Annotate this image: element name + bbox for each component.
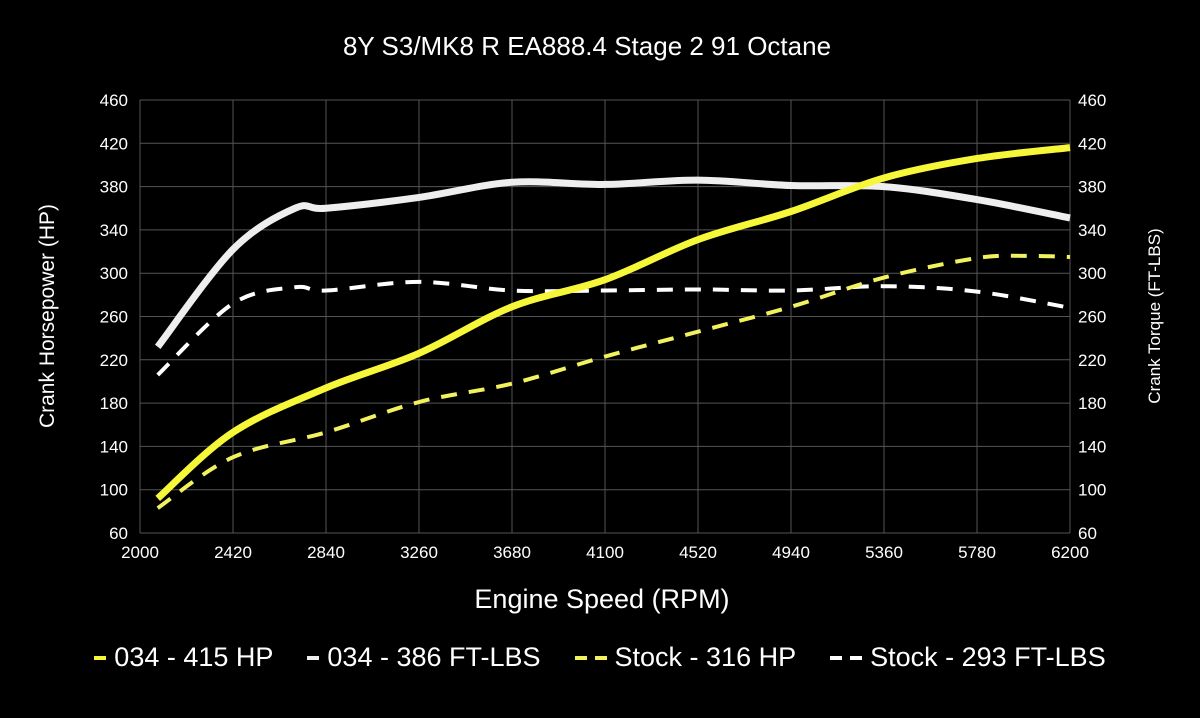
y-tick-label: 380	[100, 178, 128, 197]
legend-item: Stock - 316 HP	[574, 642, 797, 673]
x-tick-label: 2840	[307, 543, 345, 562]
y2-tick-label: 60	[1078, 524, 1097, 543]
legend-marker	[574, 655, 607, 660]
legend-marker	[94, 655, 107, 660]
legend-item: 034 - 415 HP	[94, 642, 273, 673]
series-line-3	[156, 253, 1071, 510]
series-line-1	[155, 144, 1071, 501]
y2-tick-label: 100	[1078, 481, 1106, 500]
y2-axis-label: Crank Torque (FT-LBS)	[1145, 228, 1164, 403]
y-tick-label: 340	[100, 221, 128, 240]
y-tick-label: 260	[100, 308, 128, 327]
x-tick-label: 2420	[214, 543, 252, 562]
series-line-4	[156, 279, 1071, 377]
legend-label: 034 - 386 FT-LBS	[327, 642, 541, 672]
legend-marker	[307, 655, 320, 660]
y-tick-label: 60	[109, 524, 128, 543]
x-axis-label: Engine Speed (RPM)	[474, 584, 729, 614]
y2-tick-label: 300	[1078, 264, 1106, 283]
x-tick-label: 2000	[121, 543, 159, 562]
x-tick-label: 6200	[1051, 543, 1089, 562]
x-tick-label: 5780	[958, 543, 996, 562]
y-tick-label: 220	[100, 351, 128, 370]
x-tick-label: 4100	[586, 543, 624, 562]
x-tick-label: 5360	[865, 543, 903, 562]
legend-item: 034 - 386 FT-LBS	[307, 642, 541, 673]
y2-tick-label: 340	[1078, 221, 1106, 240]
y-tick-label: 300	[100, 264, 128, 283]
y2-tick-label: 140	[1078, 437, 1106, 456]
y-tick-label: 420	[100, 134, 128, 153]
legend-item: Stock - 293 FT-LBS	[830, 642, 1106, 673]
legend-label: 034 - 415 HP	[114, 642, 274, 672]
y-axis-label: Crank Horsepower (HP)	[36, 204, 59, 428]
chart-title: 8Y S3/MK8 R EA888.4 Stage 2 91 Octane	[343, 31, 831, 61]
legend-label: Stock - 316 HP	[614, 642, 797, 672]
series-lines	[154, 144, 1071, 510]
y-tick-label: 460	[100, 91, 128, 110]
series-line-2	[154, 176, 1071, 349]
y-tick-label: 140	[100, 437, 128, 456]
grid	[139, 99, 1071, 534]
x-tick-label: 3680	[493, 543, 531, 562]
tick-labels: 2000 2420 2840 3260 3680 4100 4520 4940 5360 5780…	[100, 91, 1107, 562]
legend-label: Stock - 293 FT-LBS	[870, 642, 1106, 672]
y2-tick-label: 460	[1078, 91, 1106, 110]
legend: 034 - 415 HP 034 - 386 FT-LBS Stock - 316 …	[0, 642, 1200, 673]
y-tick-label: 180	[100, 394, 128, 413]
x-tick-label: 4940	[772, 543, 810, 562]
x-tick-label: 3260	[400, 543, 438, 562]
x-tick-label: 4520	[679, 543, 717, 562]
y2-tick-label: 420	[1078, 134, 1106, 153]
y2-tick-label: 380	[1078, 178, 1106, 197]
y-tick-label: 100	[100, 481, 128, 500]
y2-tick-label: 260	[1078, 308, 1106, 327]
y2-tick-label: 180	[1078, 394, 1106, 413]
legend-marker	[830, 655, 863, 660]
y2-tick-label: 220	[1078, 351, 1106, 370]
